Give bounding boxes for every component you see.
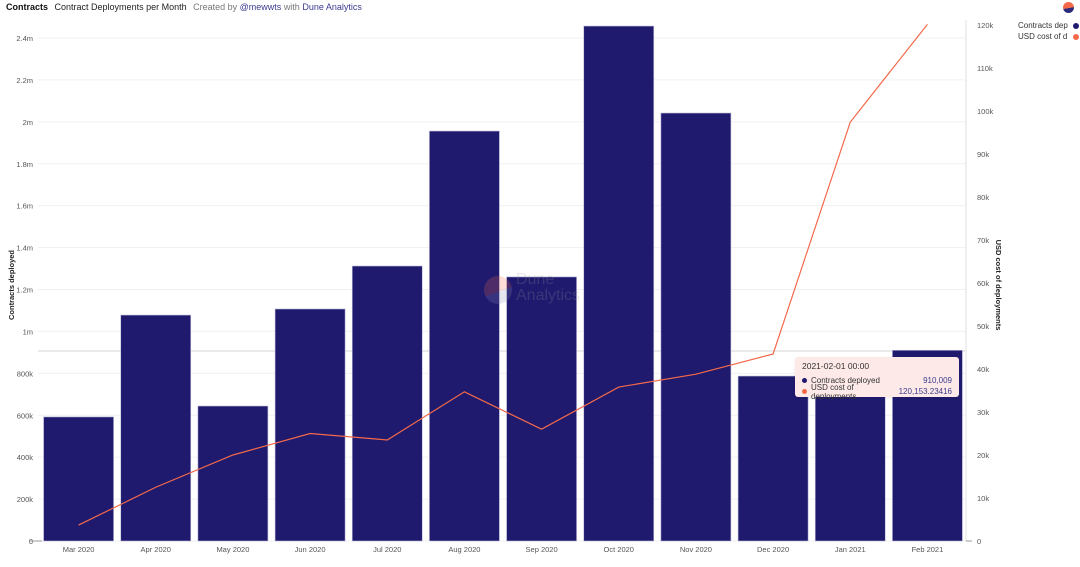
tooltip-row-contracts: Contracts deployed 910,009 [802, 375, 952, 386]
x-tick-label: May 2020 [216, 545, 249, 554]
y2-tick-label: 0 [977, 537, 981, 546]
dot-icon [802, 389, 807, 394]
legend-item-contracts[interactable]: Contracts dep [1018, 20, 1079, 31]
chart-tooltip: 2021-02-01 00:00 Contracts deployed 910,… [795, 357, 959, 401]
x-tick-label: Jun 2020 [295, 545, 326, 554]
legend-item-usd-cost[interactable]: USD cost of d [1018, 31, 1079, 42]
bar[interactable] [429, 130, 500, 542]
x-tick-label: Feb 2021 [912, 545, 944, 554]
chart-legend: Contracts dep USD cost of d [1018, 20, 1079, 42]
y-tick-label: 1.6m [16, 202, 33, 211]
y2-tick-label: 110k [977, 64, 993, 73]
y2-tick-label: 40k [977, 365, 989, 374]
y-tick-label: 1.4m [16, 244, 33, 253]
query-name[interactable]: Contracts [6, 2, 49, 12]
y-tick-label: 600k [17, 411, 34, 420]
with-text: with [283, 2, 300, 12]
platform-link[interactable]: Dune Analytics [302, 2, 362, 12]
y2-tick-label: 90k [977, 150, 989, 159]
bar-series [43, 25, 963, 542]
axes: 0 200k 400k 600k 800k 1m 1.2m 1.4m 1.6m 1.8m 2m 2.2… [7, 20, 1003, 554]
x-tick-label: Oct 2020 [604, 545, 634, 554]
y2-tick-label: 50k [977, 322, 989, 331]
bar[interactable] [274, 308, 346, 542]
x-tick-label: Mar 2020 [63, 545, 95, 554]
bar[interactable] [43, 416, 114, 542]
x-tick-label: Apr 2020 [141, 545, 171, 554]
bar[interactable] [506, 276, 577, 542]
x-tick-label: Dec 2020 [757, 545, 789, 554]
bar[interactable] [197, 405, 269, 542]
dune-logo-icon [1063, 2, 1074, 13]
legend-dot-icon [1073, 33, 1079, 40]
bar[interactable] [660, 112, 732, 542]
y-tick-label: 800k [17, 369, 34, 378]
legend-dot-icon [1073, 22, 1079, 29]
bar[interactable] [583, 25, 655, 542]
x-tick-label: Aug 2020 [448, 545, 480, 554]
y-tick-label: 2.2m [16, 76, 33, 85]
svg-text:USD cost of deployments: USD cost of deployments [994, 240, 1003, 331]
y-tick-label: 2.4m [16, 34, 33, 43]
x-tick-label: Sep 2020 [526, 545, 558, 554]
gridlines [38, 37, 966, 542]
y-tick-label: 2m [23, 118, 33, 127]
created-by-text: Created by [193, 2, 238, 12]
y2-tick-label: 120k [977, 21, 994, 30]
y2-tick-label: 80k [977, 193, 989, 202]
tooltip-row-usd-cost: USD cost of deployments 120,153.23416 [802, 383, 952, 401]
bar[interactable] [737, 375, 809, 542]
bar[interactable] [814, 396, 886, 542]
usd-cost-line[interactable] [78, 23, 928, 526]
y2-tick-label: 20k [977, 451, 989, 460]
y2-tick-label: 10k [977, 494, 989, 503]
y2-tick-label: 100k [977, 107, 994, 116]
svg-text:Contracts deployed: Contracts deployed [7, 250, 16, 320]
chart-header: Contracts Contract Deployments per Month… [6, 2, 362, 12]
tooltip-date: 2021-02-01 00:00 [802, 361, 870, 371]
y-tick-label: 400k [17, 453, 34, 462]
author-link[interactable]: @mewwts [239, 2, 282, 12]
x-tick-label: Nov 2020 [680, 545, 712, 554]
legend-label: USD cost of d [1018, 32, 1068, 41]
line-series [78, 23, 928, 526]
y2-tick-label: 60k [977, 279, 989, 288]
chart-title: Contract Deployments per Month [54, 2, 187, 12]
y-tick-label: 1m [23, 327, 33, 336]
legend-label: Contracts dep [1018, 21, 1068, 30]
y-tick-label: 1.2m [16, 286, 33, 295]
y2-tick-label: 70k [977, 236, 989, 245]
bar[interactable] [351, 265, 423, 542]
x-tick-label: Jul 2020 [373, 545, 401, 554]
x-tick-label: Jan 2021 [835, 545, 866, 554]
y-tick-label: 1.8m [16, 160, 33, 169]
dot-icon [802, 378, 807, 383]
y-tick-label: 200k [17, 495, 34, 504]
y2-tick-label: 30k [977, 408, 989, 417]
bar[interactable] [120, 314, 192, 542]
